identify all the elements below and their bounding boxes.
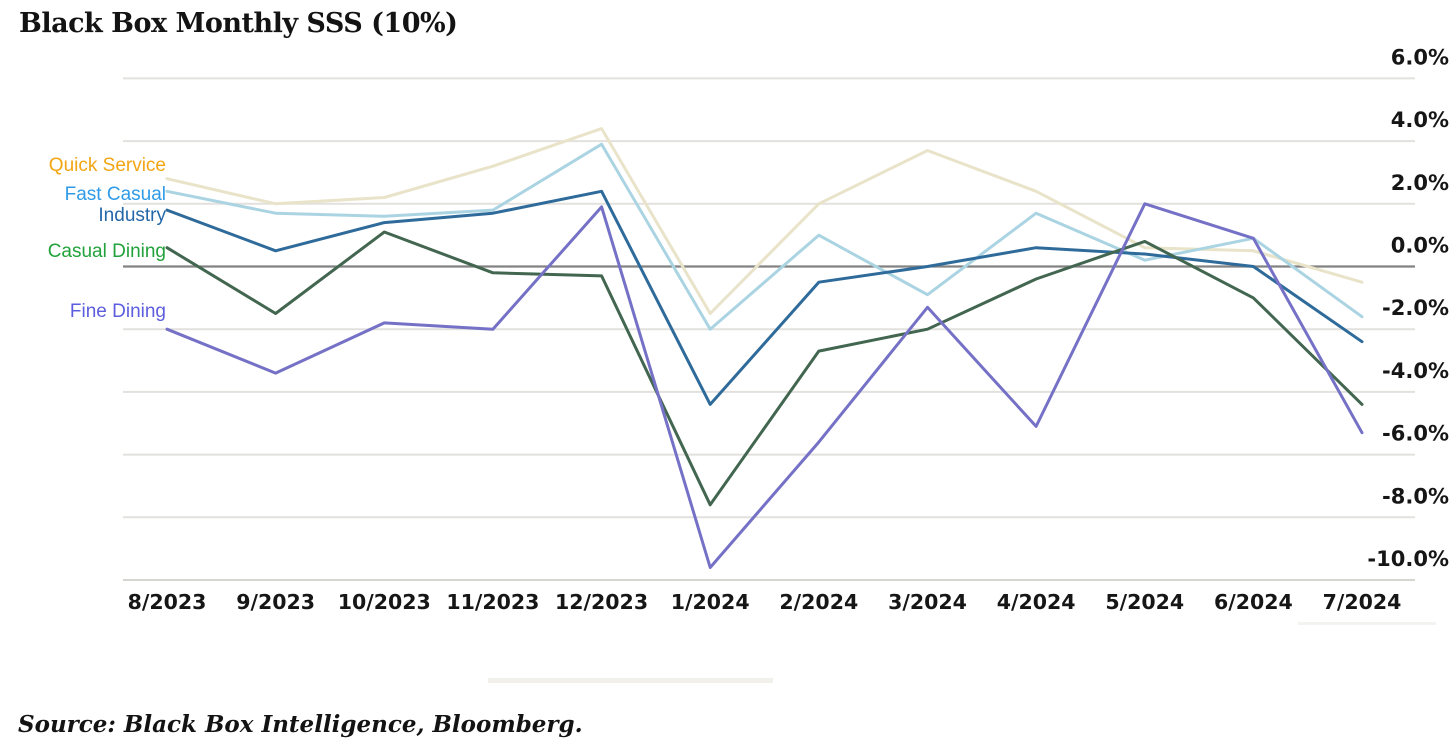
image-artifact-smudge bbox=[1298, 622, 1436, 625]
y-axis-tick-label: -8.0% bbox=[1382, 484, 1449, 508]
source-note: Source: Black Box Intelligence, Bloomber… bbox=[18, 711, 583, 738]
legend-casual-dining: Casual Dining bbox=[47, 241, 166, 262]
legend-industry: Industry bbox=[98, 205, 166, 226]
x-axis-tick-label: 6/2024 bbox=[1214, 590, 1293, 614]
y-axis-tick-label: -4.0% bbox=[1382, 359, 1449, 383]
x-axis-tick-label: 2/2024 bbox=[779, 590, 858, 614]
x-axis-tick-label: 5/2024 bbox=[1105, 590, 1184, 614]
x-axis-tick-label: 11/2023 bbox=[446, 590, 539, 614]
series-line-casual-dining bbox=[165, 230, 1364, 507]
chart-title: Black Box Monthly SSS (10%) bbox=[19, 8, 458, 39]
series-line-fast-casual bbox=[165, 142, 1364, 331]
y-axis-tick-label: 4.0% bbox=[1391, 108, 1449, 132]
y-axis-tick-label: -2.0% bbox=[1382, 296, 1449, 320]
legend-fast-casual: Fast Casual bbox=[64, 184, 166, 205]
x-axis-tick-label: 10/2023 bbox=[338, 590, 431, 614]
x-axis-tick-label: 8/2023 bbox=[128, 590, 207, 614]
y-axis-tick-label: -10.0% bbox=[1367, 547, 1449, 571]
x-axis-tick-label: 1/2024 bbox=[671, 590, 750, 614]
plot-area: 6.0% 4.0% 2.0% 0.0% -2.0% -4.0% -6.0% -8.0% -10.… bbox=[123, 45, 1449, 614]
legend-fine-dining: Fine Dining bbox=[69, 301, 166, 322]
y-axis-tick-label: -6.0% bbox=[1382, 422, 1449, 446]
x-axis-tick-label: 7/2024 bbox=[1323, 590, 1402, 614]
image-artifact-smudge bbox=[488, 678, 773, 683]
x-axis-tick-label: 9/2023 bbox=[236, 590, 315, 614]
series-line-fine-dining bbox=[165, 202, 1364, 569]
y-axis-tick-label: 2.0% bbox=[1391, 171, 1449, 195]
y-axis-tick-label: 6.0% bbox=[1391, 45, 1449, 69]
chart-legend: Quick Service Fast Casual Industry Casua… bbox=[0, 0, 166, 400]
series-line-quick-service bbox=[165, 127, 1364, 315]
x-axis-tick-label: 3/2024 bbox=[888, 590, 967, 614]
y-axis-tick-label: 0.0% bbox=[1391, 234, 1449, 258]
x-axis-tick-label: 4/2024 bbox=[997, 590, 1076, 614]
x-axis-tick-label: 12/2023 bbox=[555, 590, 648, 614]
series-line-industry bbox=[165, 189, 1364, 406]
legend-quick-service: Quick Service bbox=[48, 155, 166, 176]
line-chart: 6.0% 4.0% 2.0% 0.0% -2.0% -4.0% -6.0% -8.0% -10.… bbox=[123, 45, 1449, 614]
